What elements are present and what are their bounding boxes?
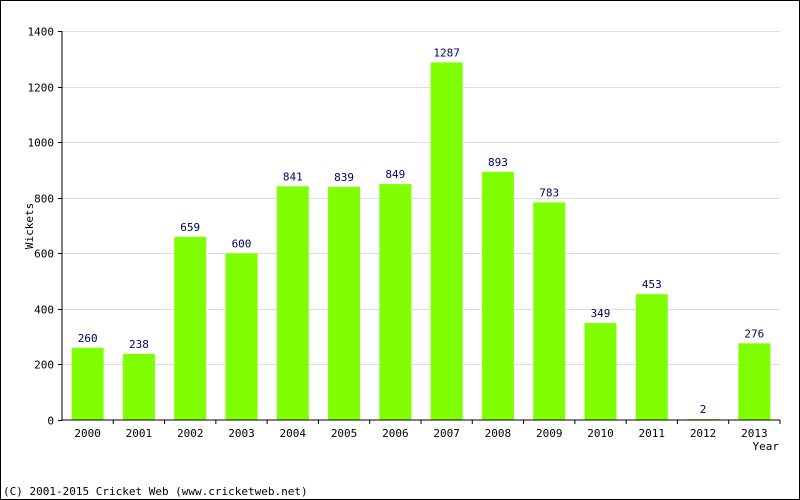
bar-2010 <box>584 323 617 420</box>
bars <box>71 62 771 420</box>
x-tick-label: 2012 <box>690 427 717 440</box>
copyright-footer: (C) 2001-2015 Cricket Web (www.cricketwe… <box>3 485 308 498</box>
x-tick-label: 2003 <box>228 427 255 440</box>
bar-2005 <box>328 186 361 420</box>
data-label: 453 <box>642 278 662 291</box>
x-tick-label: 2009 <box>536 427 563 440</box>
y-tick-label: 200 <box>34 359 54 372</box>
x-tick-label: 2005 <box>331 427 358 440</box>
data-label: 839 <box>334 171 354 184</box>
x-tick-label: 2004 <box>280 427 307 440</box>
y-tick-label: 600 <box>34 248 54 261</box>
data-label: 349 <box>591 307 611 320</box>
x-tick-label: 2013 <box>741 427 768 440</box>
bar-2000 <box>71 347 104 420</box>
data-label: 659 <box>180 221 200 234</box>
bar-2002 <box>174 236 207 420</box>
x-tick-label: 2010 <box>587 427 614 440</box>
y-axis-title: Wickets <box>23 203 36 249</box>
x-tick-labels: 2000 2001 2002 2003 2004 2005 2006 2007 2008 2009… <box>74 420 781 440</box>
x-tick-label: 2007 <box>433 427 460 440</box>
bar-2007 <box>430 62 463 420</box>
data-label: 893 <box>488 156 508 169</box>
x-axis-title: Year <box>753 440 780 453</box>
data-label: 238 <box>129 338 149 351</box>
y-tick-label: 1000 <box>28 137 55 150</box>
bar-2009 <box>533 202 566 420</box>
data-labels: 260 238 659 600 841 839 849 1287 893 783 349 453 2 27… <box>78 46 765 416</box>
bar-2004 <box>276 186 309 420</box>
y-tick-label: 0 <box>47 415 54 428</box>
bar-2001 <box>122 353 155 420</box>
bar-2003 <box>225 253 258 420</box>
data-label: 260 <box>78 332 98 345</box>
x-tick-label: 2002 <box>177 427 204 440</box>
data-label: 600 <box>232 237 252 250</box>
y-tick-labels: 0 200 400 600 800 1000 1200 1400 <box>28 26 62 428</box>
y-tick-label: 1400 <box>28 26 55 39</box>
data-label: 841 <box>283 170 303 183</box>
gridlines <box>62 31 780 365</box>
bar-2008 <box>481 171 514 420</box>
data-label: 783 <box>539 186 559 199</box>
bar-2011 <box>635 294 668 420</box>
bar-2013 <box>738 343 771 420</box>
y-tick-label: 800 <box>34 193 54 206</box>
x-tick-label: 2006 <box>382 427 409 440</box>
x-tick-label: 2000 <box>74 427 101 440</box>
y-tick-label: 400 <box>34 304 54 317</box>
data-label: 849 <box>385 168 405 181</box>
x-tick-label: 2001 <box>126 427 153 440</box>
bar-2006 <box>379 184 412 420</box>
axes <box>61 31 780 421</box>
data-label: 2 <box>700 403 707 416</box>
y-tick-label: 1200 <box>28 82 55 95</box>
x-tick-label: 2011 <box>639 427 666 440</box>
data-label: 1287 <box>433 46 460 59</box>
x-tick-label: 2008 <box>485 427 512 440</box>
data-label: 276 <box>744 327 764 340</box>
